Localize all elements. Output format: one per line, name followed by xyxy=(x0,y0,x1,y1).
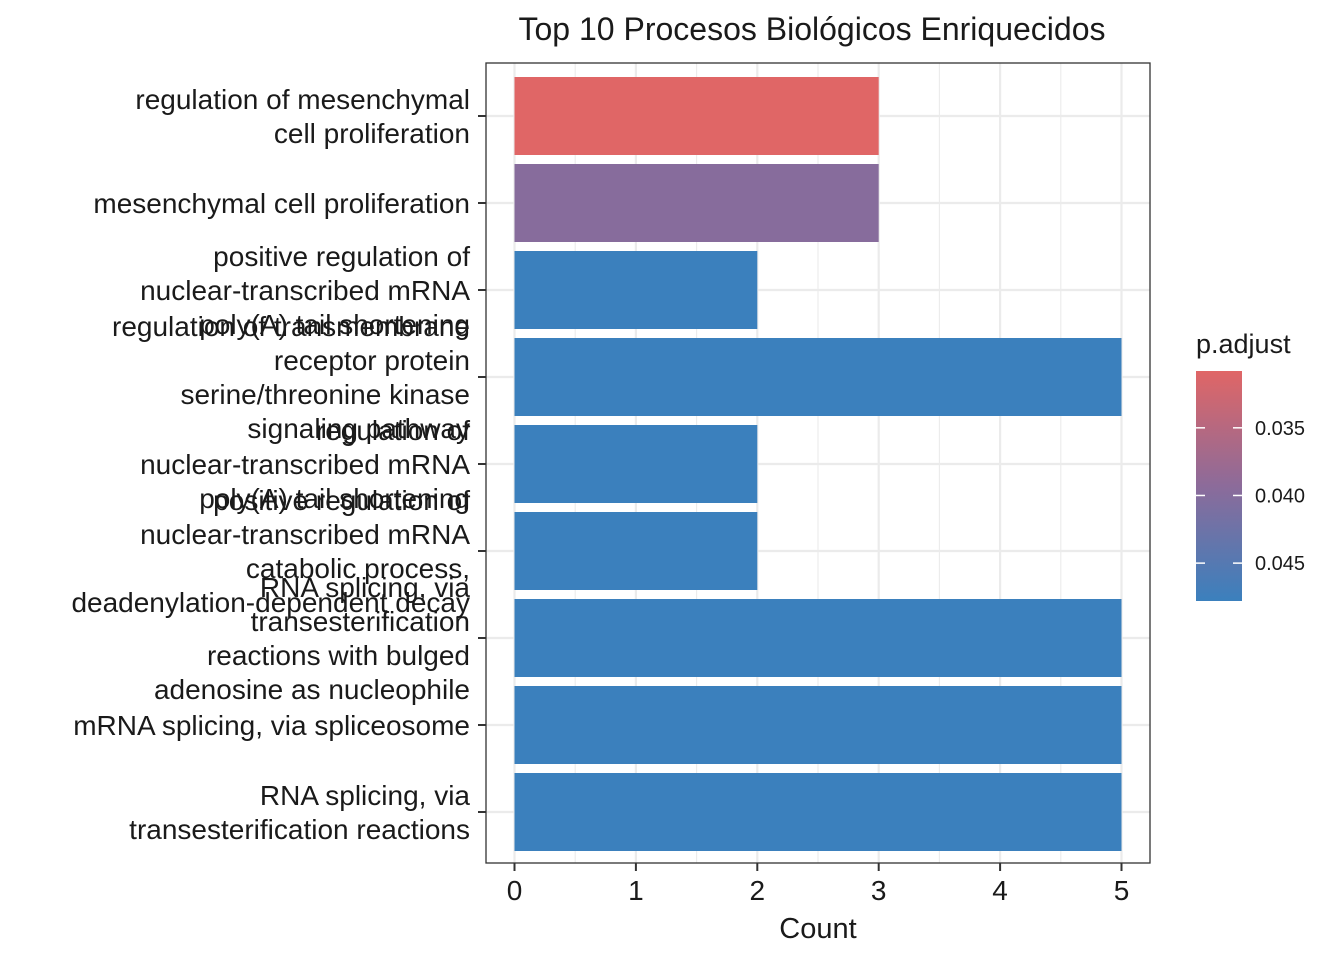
x-tick-label: 3 xyxy=(871,875,887,906)
colorbar-ticks: 0.035 0.040 0.045 xyxy=(1196,418,1305,575)
y-tick-label: regulation of transmembrane receptor prot… xyxy=(112,311,470,444)
bar xyxy=(514,164,879,242)
legend-title: p.adjust xyxy=(1196,329,1291,359)
chart-title: Top 10 Procesos Biológicos Enriquecidos xyxy=(519,11,1106,47)
bar xyxy=(514,77,879,155)
x-tick-label: 2 xyxy=(750,875,766,906)
y-tick-label: positive regulation of nuclear-transcribe… xyxy=(71,485,470,618)
x-axis-label: Count xyxy=(779,913,856,945)
colorbar-tick-label: 0.045 xyxy=(1255,553,1305,575)
y-tick-label: regulation of nuclear-transcribed mRNA pol… xyxy=(140,415,470,514)
bar xyxy=(514,425,758,503)
y-tick-label: mRNA splicing, via spliceosome xyxy=(73,710,470,741)
bar xyxy=(514,251,758,329)
colorbar-tick-label: 0.040 xyxy=(1255,485,1305,507)
bar xyxy=(514,686,1122,764)
y-tick-label: mesenchymal cell proliferation xyxy=(93,188,470,219)
bar xyxy=(514,773,1122,851)
legend: p.adjust 0.035 0.040 0.045 xyxy=(1196,329,1305,601)
x-tick-label: 5 xyxy=(1114,875,1130,906)
bar xyxy=(514,599,1122,677)
y-tick-label: RNA splicing, via transesterification rea… xyxy=(129,780,470,845)
colorbar-tick-label: 0.035 xyxy=(1255,418,1305,440)
x-tick-label: 1 xyxy=(628,875,644,906)
y-tick-label: positive regulation of nuclear-transcribe… xyxy=(140,241,470,340)
bar xyxy=(514,512,758,590)
y-axis-labels: regulation of mesenchymal cell proliferat… xyxy=(71,84,486,845)
bars xyxy=(514,77,1122,851)
colorbar xyxy=(1196,371,1242,601)
x-tick-label: 0 xyxy=(507,875,523,906)
y-tick-label: regulation of mesenchymal cell proliferat… xyxy=(135,84,470,149)
x-axis: 0 1 2 3 4 5 xyxy=(507,863,1130,906)
y-tick-label: RNA splicing, via transesterification reac… xyxy=(154,572,470,705)
bar xyxy=(514,338,1122,416)
x-tick-label: 4 xyxy=(992,875,1008,906)
